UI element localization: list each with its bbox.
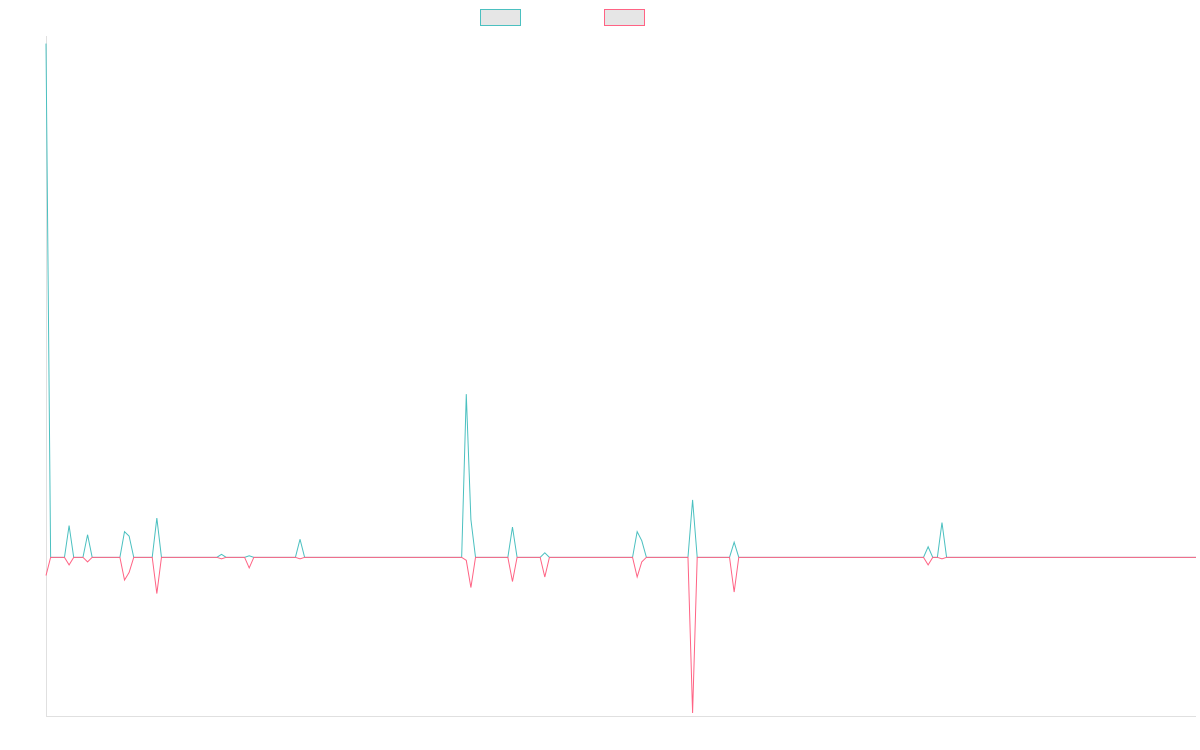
series-2-line[interactable]	[45, 556, 1196, 713]
series-layer	[45, 43, 1196, 713]
series-1-line[interactable]	[45, 43, 1196, 558]
legend-swatch-series-2[interactable]	[604, 9, 645, 26]
legend-swatch-series-1[interactable]	[480, 9, 521, 26]
legend	[480, 9, 645, 26]
